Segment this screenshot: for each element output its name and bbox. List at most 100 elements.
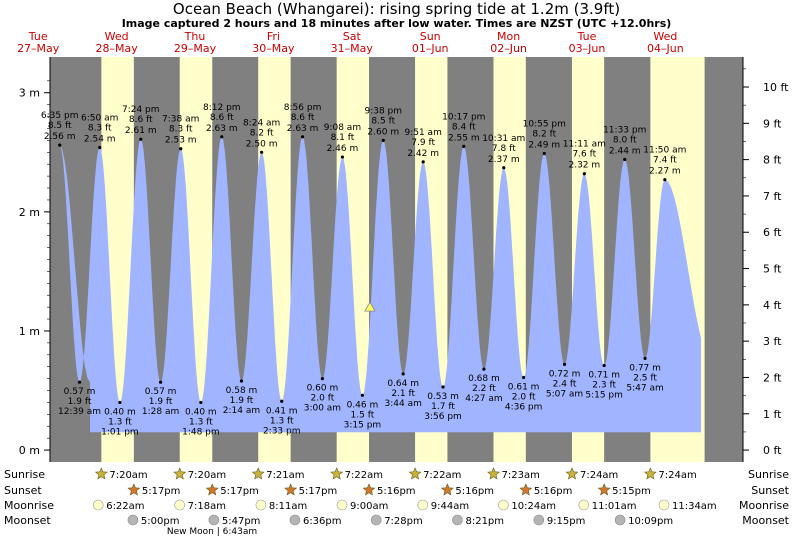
tide-extreme-point [663,178,667,182]
moon-phase-note: New Moon | 6:43am [167,527,257,537]
day-weekday-label: Tue [28,30,48,43]
day-weekday-label: Sat [343,30,362,43]
high-tide-height-ft: 7.6 ft [572,150,596,160]
tide-extreme-point [462,144,466,148]
day-weekday-label: Sun [420,30,441,43]
low-tide-height-m: 0.57 m [64,387,96,397]
high-tide-time: 10:31 am [482,134,525,144]
moonrise-icon [417,499,429,511]
right-axis-tick-label: 3 ft [763,335,782,348]
day-weekday-label: Thu [184,30,206,43]
low-tide-time: 4:36 pm [505,402,543,412]
high-tide-time: 11:11 am [563,140,606,150]
low-tide-height-ft: 2.0 ft [311,394,335,404]
tide-extreme-point [542,151,546,156]
low-tide-height-m: 0.72 m [549,369,581,379]
high-tide-height-ft: 8.4 ft [452,122,476,132]
high-tide-height-m: 2.49 m [528,140,560,150]
high-tide-height-ft: 8.3 ft [88,124,112,134]
high-tide-height-m: 2.37 m [488,155,520,165]
row-label-left-moonrise: Moonrise [4,499,54,512]
tide-extreme-point [582,172,586,176]
tide-curve [59,136,701,433]
high-tide-height-ft: 8.2 ft [532,129,556,139]
low-tide-height-m: 0.68 m [468,374,500,384]
high-tide-height-ft: 8.5 ft [48,121,72,131]
low-tide-height-ft: 2.1 ft [391,389,415,399]
tide-extreme-point [522,375,526,380]
moonrise-time: 11:34am [672,501,717,512]
high-tide-height-ft: 7.4 ft [653,156,677,166]
moonrise-time: 9:00am [350,501,388,512]
high-tide-time: 6:35 pm [41,111,79,121]
moonset-icon [452,514,463,526]
moonset-time: 6:36pm [303,516,342,527]
low-tide-height-m: 0.46 m [347,400,379,410]
low-tide-height-m: 0.71 m [588,371,620,381]
high-tide-height-m: 2.50 m [246,139,278,149]
row-label-right-moonrise: Moonrise [739,499,789,512]
right-axis-tick-label: 7 ft [763,190,782,203]
moonset-icon [208,514,220,526]
tide-extreme-point [300,135,305,139]
low-tide-height-ft: 1.3 ft [108,417,132,427]
high-tide-height-m: 2.60 m [367,127,399,137]
row-label-right-moonset: Moonset [742,514,789,527]
moonrise-time: 6:22am [106,501,144,512]
low-tide-time: 4:27 am [465,394,502,404]
moonrise-icon [498,499,509,511]
high-tide-time: 11:33 pm [603,125,646,135]
low-tide-height-ft: 2.2 ft [472,384,496,394]
left-axis-tick-label: 2 m [19,206,40,219]
moonset-time: 5:00pm [141,516,180,527]
high-tide-height-m: 2.53 m [165,136,197,146]
high-tide-height-m: 2.42 m [407,149,439,159]
sunset-icon [127,483,141,496]
right-axis-tick-label: 8 ft [763,154,782,167]
moonrise-icon [174,499,185,511]
sunset-time: 5:15pm [612,486,651,497]
sunrise-icon [94,467,108,480]
moonrise-time: 8:11am [269,501,307,512]
high-tide-height-m: 2.63 m [287,124,319,134]
high-tide-time: 9:38 pm [364,106,402,116]
day-date-label: 30–May [252,42,295,55]
chart-title: Ocean Beach (Whangarei): rising spring t… [172,0,621,18]
day-date-label: 02–Jun [490,42,527,55]
sunset-icon [597,483,611,496]
sunrise-time: 7:20am [188,470,226,481]
high-tide-height-ft: 7.9 ft [411,138,435,148]
moonset-time: 9:15pm [547,516,586,527]
sunrise-time: 7:23am [502,470,540,481]
sunrise-time: 7:21am [266,470,304,481]
row-label-left-sunrise: Sunrise [4,468,45,481]
low-tide-time: 5:15 pm [585,391,623,401]
low-tide-height-ft: 1.5 ft [351,410,375,420]
high-tide-time: 11:50 am [643,146,686,156]
moonset-icon [614,514,626,526]
day-date-label: 31–May [331,42,374,55]
low-tide-time: 3:00 am [304,404,341,414]
tide-extreme-point [340,155,345,159]
high-tide-time: 6:50 am [81,114,118,124]
low-tide-height-m: 0.40 m [185,407,217,417]
tide-extreme-point [220,135,224,139]
right-axis-tick-label: 5 ft [763,263,782,276]
high-tide-height-m: 2.27 m [649,167,681,177]
day-date-label: 29–May [174,42,217,55]
sunrise-time: 7:24am [580,470,618,481]
right-axis-tick-label: 4 ft [763,299,782,312]
current-tide-marker [364,301,376,312]
moonrise-time: 10:24am [511,501,556,512]
low-tide-time: 5:07 am [546,389,583,399]
moonset-icon [289,514,301,526]
high-tide-time: 8:56 pm [284,103,322,113]
low-tide-height-ft: 2.3 ft [592,381,616,391]
left-axis-tick-label: 1 m [19,325,40,338]
low-tide-height-ft: 1.9 ft [149,397,173,407]
high-tide-height-m: 2.55 m [448,133,480,143]
moonrise-time: 11:01am [592,501,637,512]
moonrise-icon [255,499,267,511]
